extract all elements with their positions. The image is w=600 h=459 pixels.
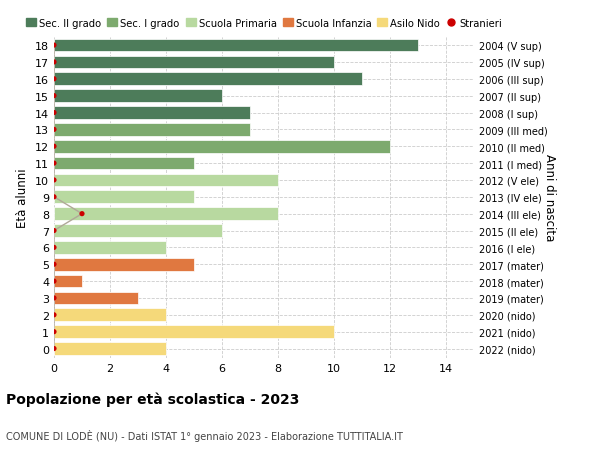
Bar xyxy=(54,309,166,321)
Bar xyxy=(54,73,362,86)
Point xyxy=(49,227,59,235)
Point xyxy=(49,143,59,151)
Bar xyxy=(54,39,418,52)
Point xyxy=(49,42,59,50)
Bar xyxy=(54,140,390,153)
Y-axis label: Età alunni: Età alunni xyxy=(16,168,29,227)
Bar xyxy=(54,342,166,355)
Bar xyxy=(54,191,194,204)
Bar xyxy=(54,90,222,103)
Y-axis label: Anni di nascita: Anni di nascita xyxy=(543,154,556,241)
Point xyxy=(49,328,59,336)
Point xyxy=(49,126,59,134)
Bar xyxy=(54,208,278,220)
Point xyxy=(49,76,59,83)
Bar xyxy=(54,241,166,254)
Text: COMUNE DI LODÈ (NU) - Dati ISTAT 1° gennaio 2023 - Elaborazione TUTTITALIA.IT: COMUNE DI LODÈ (NU) - Dati ISTAT 1° genn… xyxy=(6,429,403,441)
Point xyxy=(49,345,59,353)
Point xyxy=(49,295,59,302)
Point xyxy=(49,110,59,117)
Bar xyxy=(54,292,138,305)
Point xyxy=(49,194,59,201)
Bar xyxy=(54,157,194,170)
Legend: Sec. II grado, Sec. I grado, Scuola Primaria, Scuola Infanzia, Asilo Nido, Stran: Sec. II grado, Sec. I grado, Scuola Prim… xyxy=(26,18,502,28)
Bar xyxy=(54,225,222,237)
Point xyxy=(49,278,59,285)
Point xyxy=(49,160,59,168)
Bar xyxy=(54,174,278,187)
Point xyxy=(49,261,59,269)
Point xyxy=(49,59,59,67)
Point xyxy=(49,177,59,184)
Bar xyxy=(54,124,250,136)
Point xyxy=(49,244,59,252)
Bar xyxy=(54,325,334,338)
Point xyxy=(77,211,87,218)
Point xyxy=(49,312,59,319)
Point xyxy=(49,93,59,100)
Bar xyxy=(54,275,82,288)
Bar xyxy=(54,56,334,69)
Bar xyxy=(54,107,250,119)
Bar xyxy=(54,258,194,271)
Text: Popolazione per età scolastica - 2023: Popolazione per età scolastica - 2023 xyxy=(6,392,299,406)
